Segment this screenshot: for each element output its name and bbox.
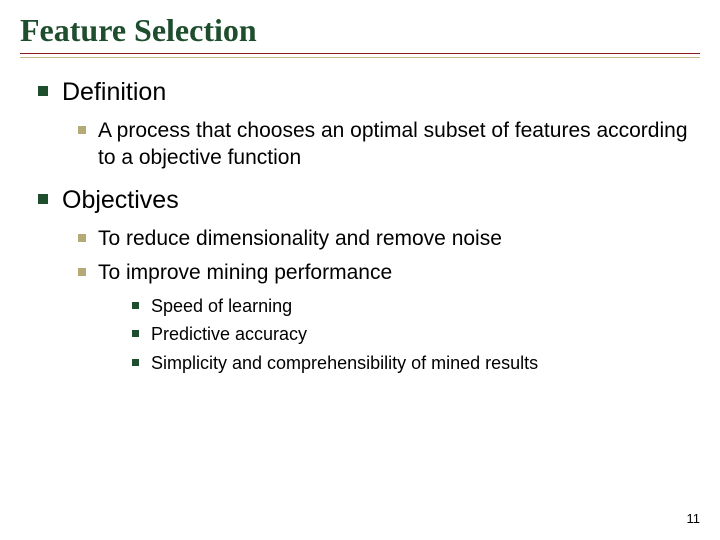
- list-item-text: Definition: [62, 77, 166, 108]
- page-number: 11: [687, 511, 701, 526]
- square-bullet-icon: [132, 359, 139, 366]
- list-item-text: Speed of learning: [151, 295, 292, 318]
- list-item: To reduce dimensionality and remove nois…: [78, 226, 700, 252]
- list-item: To improve mining performance: [78, 260, 700, 286]
- list-item-text: Simplicity and comprehensibility of mine…: [151, 352, 538, 375]
- title-underline: [20, 53, 700, 55]
- list-item-text: A process that chooses an optimal subset…: [98, 118, 700, 171]
- list-item: Objectives: [38, 185, 700, 216]
- square-bullet-icon: [132, 330, 139, 337]
- list-item: Definition: [38, 77, 700, 108]
- square-bullet-icon: [132, 302, 139, 309]
- list-item-text: Predictive accuracy: [151, 323, 307, 346]
- square-bullet-icon: [38, 194, 48, 204]
- square-bullet-icon: [78, 126, 86, 134]
- slide-body: Definition A process that chooses an opt…: [20, 77, 700, 374]
- underline-top: [20, 53, 700, 55]
- list-item: Predictive accuracy: [132, 323, 700, 346]
- square-bullet-icon: [38, 86, 48, 96]
- square-bullet-icon: [78, 268, 86, 276]
- list-item-text: To improve mining performance: [98, 260, 392, 286]
- list-item: Simplicity and comprehensibility of mine…: [132, 352, 700, 375]
- list-item-text: Objectives: [62, 185, 179, 216]
- square-bullet-icon: [78, 234, 86, 242]
- list-item-text: To reduce dimensionality and remove nois…: [98, 226, 502, 252]
- slide: Feature Selection Definition A process t…: [0, 0, 720, 540]
- underline-bot: [20, 57, 700, 59]
- slide-title: Feature Selection: [20, 12, 700, 49]
- list-item: Speed of learning: [132, 295, 700, 318]
- list-item: A process that chooses an optimal subset…: [78, 118, 700, 171]
